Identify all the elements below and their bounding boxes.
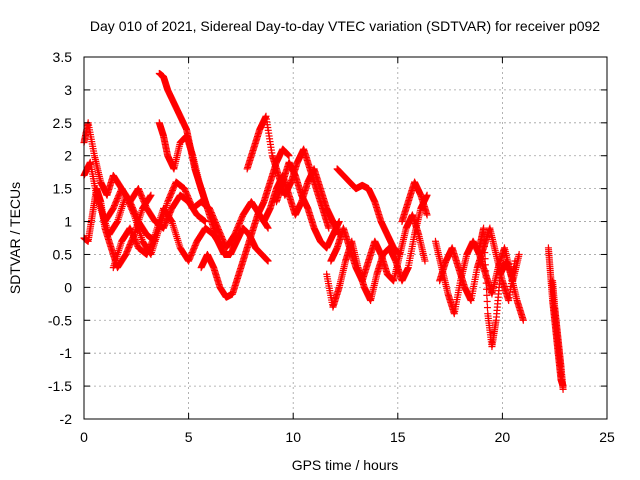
y-tick-label: 1: [64, 214, 72, 230]
x-tick-label: 25: [599, 429, 615, 445]
x-tick-label: 10: [285, 429, 301, 445]
y-tick-label: -1: [60, 345, 73, 361]
y-tick-labels: -2 -1.5 -1 -0.5 0 0.5 1 1.5 2 2.5 3 3.5: [48, 49, 72, 427]
data-points: [80, 69, 567, 393]
y-tick-label: 2.5: [53, 115, 73, 131]
x-tick-label: 5: [185, 429, 193, 445]
grid-lines: [84, 57, 607, 419]
y-tick-label: 2: [64, 148, 72, 164]
x-tick-label: 15: [390, 429, 406, 445]
x-tick-labels: 0 5 10 15 20 25: [80, 429, 615, 445]
y-tick-label: 0.5: [53, 246, 73, 262]
y-tick-label: -2: [60, 411, 73, 427]
data-point: [201, 218, 209, 226]
y-tick-label: -0.5: [48, 312, 72, 328]
x-axis-title: GPS time / hours: [292, 457, 399, 473]
y-tick-label: 0: [64, 279, 72, 295]
y-axis-title: SDTVAR / TECUs: [7, 182, 23, 294]
data-point: [559, 385, 567, 393]
data-point: [147, 191, 155, 199]
chart-title: Day 010 of 2021, Sidereal Day-to-day VTE…: [90, 18, 600, 34]
x-tick-label: 20: [495, 429, 511, 445]
y-tick-label: 3: [64, 82, 72, 98]
x-tick-label: 0: [80, 429, 88, 445]
y-tick-label: 1.5: [53, 181, 73, 197]
data-point: [483, 297, 491, 305]
data-point: [264, 224, 272, 232]
y-tick-label: -1.5: [48, 378, 72, 394]
y-tick-label: 3.5: [53, 49, 73, 65]
data-point: [483, 304, 491, 312]
